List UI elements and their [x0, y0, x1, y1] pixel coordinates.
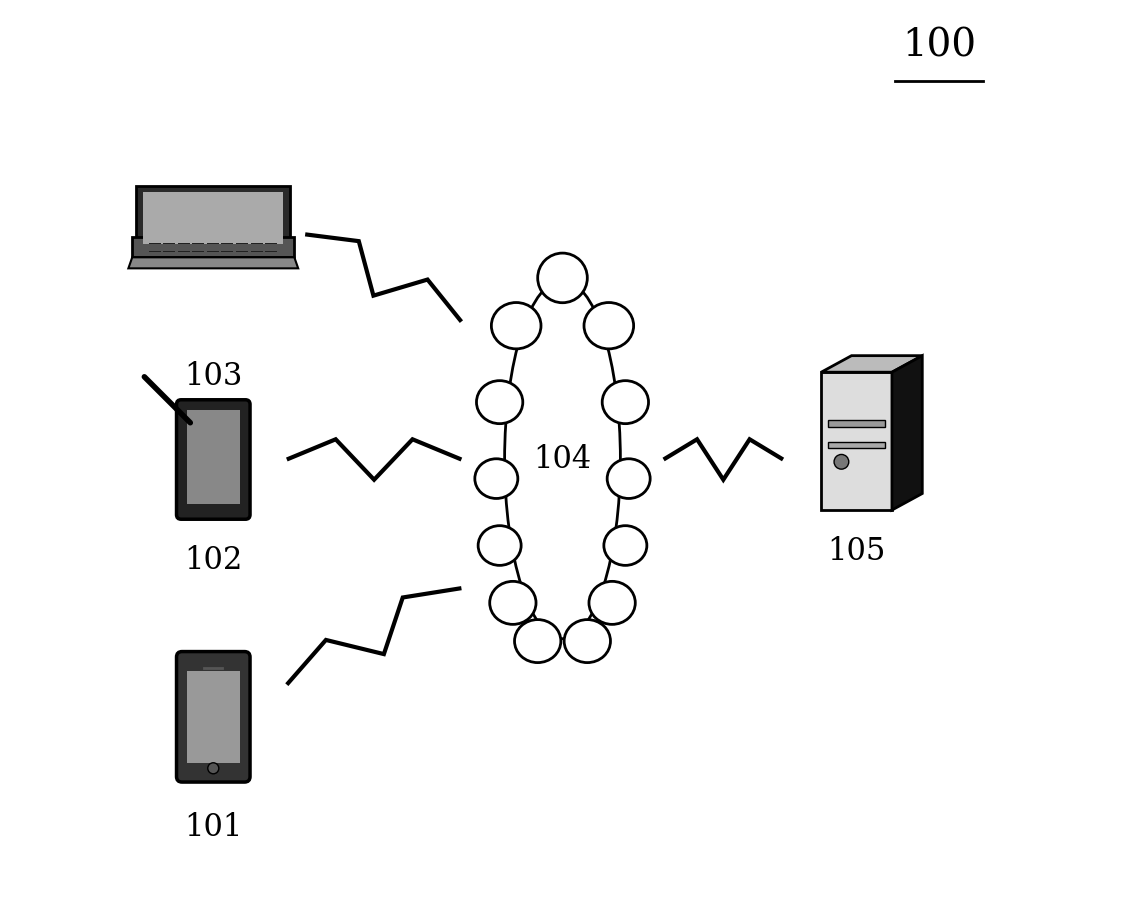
FancyBboxPatch shape	[828, 442, 885, 448]
Ellipse shape	[590, 582, 636, 624]
Polygon shape	[133, 237, 295, 257]
FancyBboxPatch shape	[177, 400, 250, 519]
Text: 104: 104	[533, 444, 592, 475]
Ellipse shape	[514, 619, 561, 663]
Polygon shape	[821, 372, 892, 510]
Ellipse shape	[538, 253, 587, 302]
Text: 102: 102	[184, 545, 243, 576]
Ellipse shape	[492, 302, 541, 349]
Polygon shape	[821, 356, 922, 372]
Ellipse shape	[477, 380, 523, 424]
Ellipse shape	[608, 459, 650, 498]
FancyBboxPatch shape	[177, 652, 250, 782]
Ellipse shape	[475, 459, 518, 498]
Text: 103: 103	[184, 361, 243, 392]
Text: 101: 101	[184, 811, 243, 843]
Polygon shape	[143, 191, 284, 244]
Ellipse shape	[584, 302, 633, 349]
Text: 100: 100	[902, 28, 976, 64]
Polygon shape	[128, 257, 298, 268]
Ellipse shape	[564, 619, 611, 663]
Text: 105: 105	[827, 536, 885, 567]
FancyBboxPatch shape	[187, 671, 240, 763]
Ellipse shape	[604, 526, 647, 565]
Circle shape	[208, 763, 218, 774]
Polygon shape	[892, 356, 922, 510]
Polygon shape	[136, 186, 290, 252]
Ellipse shape	[478, 526, 521, 565]
Ellipse shape	[602, 380, 648, 424]
FancyBboxPatch shape	[828, 421, 885, 427]
Ellipse shape	[489, 582, 536, 624]
Circle shape	[834, 455, 848, 469]
Ellipse shape	[505, 280, 620, 639]
FancyBboxPatch shape	[187, 410, 240, 504]
